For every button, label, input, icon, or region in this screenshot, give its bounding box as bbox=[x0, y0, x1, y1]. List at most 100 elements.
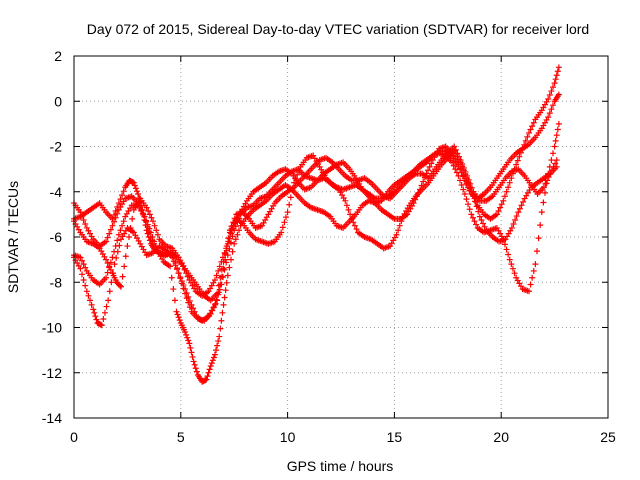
data-point bbox=[509, 265, 516, 272]
data-point bbox=[92, 313, 99, 320]
data-point bbox=[111, 261, 118, 268]
data-point bbox=[104, 234, 111, 241]
data-point bbox=[520, 198, 527, 205]
data-point bbox=[555, 120, 562, 127]
data-point bbox=[512, 217, 519, 224]
data-point bbox=[98, 322, 105, 329]
data-point bbox=[508, 261, 515, 268]
data-point bbox=[278, 229, 285, 236]
data-point bbox=[108, 279, 115, 286]
series-5 bbox=[71, 64, 562, 299]
data-point bbox=[426, 163, 433, 170]
data-point bbox=[553, 132, 560, 139]
data-point bbox=[185, 337, 192, 344]
data-point bbox=[514, 157, 521, 164]
data-point bbox=[120, 218, 127, 225]
data-point bbox=[148, 214, 155, 221]
data-point bbox=[398, 218, 405, 225]
data-point bbox=[452, 146, 459, 153]
data-point bbox=[529, 123, 536, 130]
data-point bbox=[183, 295, 190, 302]
data-point bbox=[501, 241, 508, 248]
data-point bbox=[214, 342, 221, 349]
data-point bbox=[460, 164, 467, 171]
data-point bbox=[117, 283, 124, 290]
data-point bbox=[176, 317, 183, 324]
data-point bbox=[77, 265, 84, 272]
data-point bbox=[177, 275, 184, 282]
grid-lines bbox=[74, 56, 608, 418]
data-point bbox=[353, 226, 360, 233]
data-point bbox=[524, 133, 531, 140]
data-point bbox=[122, 253, 129, 260]
data-point bbox=[79, 213, 86, 220]
data-point bbox=[100, 316, 107, 323]
data-point bbox=[476, 213, 483, 220]
data-point bbox=[91, 309, 98, 316]
data-point bbox=[170, 286, 177, 293]
data-point bbox=[540, 199, 547, 206]
data-point bbox=[88, 301, 95, 308]
data-point bbox=[554, 126, 561, 133]
data-point bbox=[82, 282, 89, 289]
data-point bbox=[527, 281, 534, 288]
data-point bbox=[395, 227, 402, 234]
data-point bbox=[287, 194, 294, 201]
y-tick-label: 2 bbox=[54, 48, 62, 64]
data-point bbox=[508, 224, 515, 231]
data-point bbox=[153, 227, 160, 234]
data-point bbox=[220, 301, 227, 308]
data-point bbox=[545, 174, 552, 181]
data-point bbox=[112, 214, 119, 221]
data-point bbox=[77, 209, 84, 216]
x-tick-label: 5 bbox=[177, 429, 185, 445]
data-point bbox=[535, 235, 542, 242]
data-point bbox=[425, 167, 432, 174]
data-point bbox=[216, 263, 223, 270]
data-point bbox=[211, 276, 218, 283]
data-point bbox=[210, 304, 217, 311]
data-point bbox=[461, 191, 468, 198]
data-point bbox=[279, 224, 286, 231]
data-point bbox=[131, 182, 138, 189]
data-point bbox=[121, 263, 128, 270]
data-point bbox=[207, 362, 214, 369]
data-point bbox=[537, 222, 544, 229]
data-point bbox=[105, 297, 112, 304]
data-point bbox=[227, 230, 234, 237]
data-point bbox=[468, 211, 475, 218]
data-points bbox=[71, 64, 562, 385]
data-point bbox=[498, 201, 505, 208]
y-tick-label: -12 bbox=[42, 365, 62, 381]
data-point bbox=[111, 218, 118, 225]
data-point bbox=[515, 209, 522, 216]
data-point bbox=[473, 198, 480, 205]
data-point bbox=[348, 215, 355, 222]
data-point bbox=[184, 273, 191, 280]
data-point bbox=[115, 231, 122, 238]
data-point bbox=[548, 88, 555, 95]
data-point bbox=[503, 246, 510, 253]
data-point bbox=[428, 160, 435, 167]
data-point bbox=[189, 353, 196, 360]
data-point bbox=[221, 249, 228, 256]
data-point bbox=[521, 141, 528, 148]
data-point bbox=[218, 258, 225, 265]
data-point bbox=[493, 211, 500, 218]
data-point bbox=[219, 254, 226, 261]
data-point bbox=[511, 270, 518, 277]
data-point bbox=[221, 294, 228, 301]
data-point bbox=[282, 214, 289, 221]
data-point bbox=[188, 349, 195, 356]
data-point bbox=[79, 257, 86, 264]
y-tick-label: 0 bbox=[54, 93, 62, 109]
data-point bbox=[174, 311, 181, 318]
data-point bbox=[190, 358, 197, 365]
data-point bbox=[214, 290, 221, 297]
data-point bbox=[114, 210, 121, 217]
data-point bbox=[151, 222, 158, 229]
data-point bbox=[109, 222, 116, 229]
data-point bbox=[124, 243, 131, 250]
data-point bbox=[103, 238, 110, 245]
data-point bbox=[469, 192, 476, 199]
